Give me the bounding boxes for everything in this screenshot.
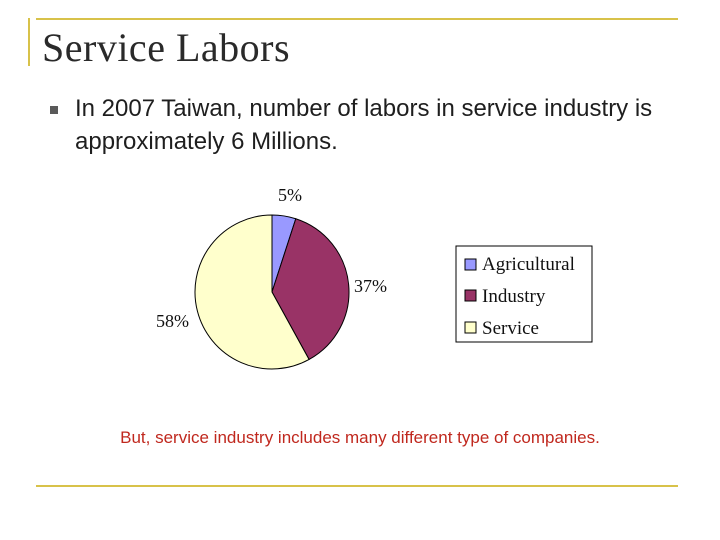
legend-box [455, 245, 593, 343]
bullet-text: In 2007 Taiwan, number of labors in serv… [75, 95, 653, 155]
top-accent-rule [36, 18, 678, 20]
legend-swatch-agricultural [464, 258, 477, 271]
legend-swatch-industry [464, 289, 477, 302]
pie-slices [194, 214, 350, 370]
slice-label-service: 58% [156, 311, 189, 331]
left-accent-rule [28, 18, 30, 66]
slide-title: Service Labors [42, 25, 291, 70]
slice-label-agricultural: 5% [278, 185, 302, 205]
pie-slice-service [194, 214, 310, 370]
legend-swatch-service [464, 321, 477, 334]
bullet-marker [50, 106, 58, 114]
pie-slice-industry [271, 218, 350, 361]
legend-label-agricultural: Agricultural [482, 254, 575, 275]
legend-label-industry: Industry [482, 286, 546, 307]
footnote: But, service industry includes many diff… [120, 428, 600, 447]
slice-label-industry: 37% [354, 276, 387, 296]
bottom-accent-rule [36, 485, 678, 487]
legend-label-service: Service [482, 318, 539, 339]
